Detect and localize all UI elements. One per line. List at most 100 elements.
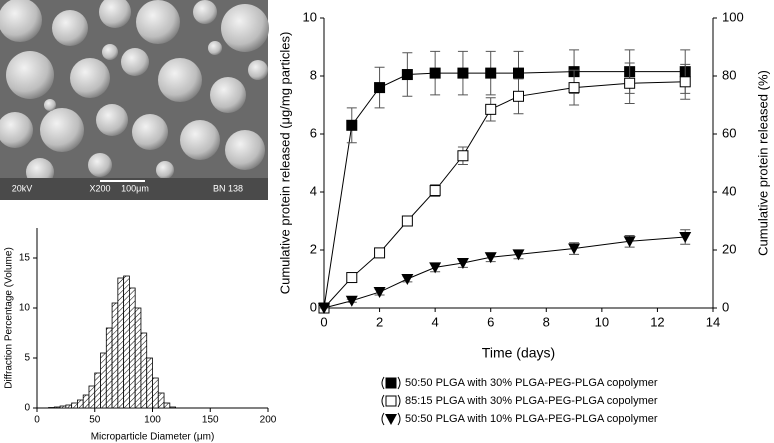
histogram-bar: [71, 402, 78, 409]
histogram-bar: [59, 405, 67, 409]
y-tick-label: 10: [19, 303, 31, 314]
x-tick-label: 4: [432, 314, 439, 329]
marker: [485, 67, 497, 79]
marker: [513, 67, 524, 79]
marker: [346, 272, 358, 284]
x-tick-label: 200: [260, 415, 277, 426]
histogram-bar: [134, 307, 142, 409]
marker: [401, 215, 413, 227]
marker: [401, 274, 414, 285]
legend-label: 50:50 PLGA with 10% PLGA-PEG-PLGA copoly…: [405, 413, 658, 425]
sem-image: [0, 0, 269, 200]
marker: [568, 243, 581, 255]
marker: [318, 303, 330, 314]
histogram-bar: [163, 402, 171, 409]
histogram-bar: [53, 406, 61, 409]
histogram-bar: [111, 302, 119, 409]
histogram-bar: [117, 277, 125, 409]
marker: [512, 249, 525, 261]
marker: [401, 69, 413, 81]
y2-tick-label: 40: [722, 183, 736, 198]
y2-tick-label: 60: [722, 125, 736, 140]
sem-label: BN 138: [213, 183, 243, 193]
histogram-bar: [128, 287, 136, 409]
marker: [624, 77, 636, 89]
legend-label: 50:50 PLGA with 30% PLGA-PEG-PLGA copoly…: [405, 377, 658, 389]
x-tick-label: 12: [650, 314, 664, 329]
y2-tick-label: 80: [722, 67, 736, 82]
marker: [623, 236, 636, 248]
histogram-bar: [123, 275, 130, 409]
y2-axis-label: Cumulative protein released (%): [755, 70, 770, 256]
x-tick-label: 50: [89, 415, 101, 426]
x-tick-label: 0: [34, 415, 40, 426]
marker: [457, 150, 469, 162]
marker: [679, 231, 692, 243]
marker: [385, 395, 397, 407]
y-tick-label: 5: [24, 353, 30, 364]
histogram-bar: [169, 406, 176, 409]
series-line: [323, 81, 686, 309]
y-tick-label: 0: [24, 403, 30, 414]
marker: [385, 414, 397, 425]
sem-label: 20kV: [12, 183, 33, 193]
histogram-bar: [157, 392, 165, 409]
histogram-bar: [88, 385, 96, 409]
legend-paren: [381, 412, 401, 426]
y-tick-label: 4: [310, 183, 317, 198]
histogram-bar: [94, 372, 101, 409]
histogram-bar: [82, 394, 90, 409]
marker: [345, 295, 358, 307]
marker: [456, 258, 469, 270]
histogram-bar: [140, 332, 148, 409]
sem-label: X200: [89, 183, 110, 193]
marker: [568, 82, 580, 94]
marker: [484, 252, 497, 264]
y-tick-label: 8: [310, 67, 317, 82]
marker: [374, 82, 386, 94]
x-tick-label: 14: [706, 314, 720, 329]
x-tick-label: 6: [487, 314, 494, 329]
marker: [485, 103, 497, 115]
y-tick-label: 0: [310, 299, 317, 314]
y-axis-label: Diffraction Percentage (Volume): [4, 247, 15, 389]
y-axis-label: Cumulative protein released (μg/mg parti…: [277, 32, 292, 295]
marker: [679, 76, 691, 88]
legend-paren: [381, 376, 401, 390]
histogram-bar: [146, 357, 153, 409]
marker: [374, 247, 386, 259]
y2-tick-label: 20: [722, 241, 736, 256]
y2-tick-label: 0: [722, 299, 729, 314]
x-tick-label: 2: [376, 314, 383, 329]
histogram-bar: [77, 399, 84, 409]
marker: [429, 67, 441, 79]
marker: [373, 287, 386, 299]
x-axis-label: Microparticle Diameter (μm): [91, 432, 215, 443]
y2-tick-label: 100: [722, 9, 744, 24]
marker: [513, 90, 524, 102]
histogram-bar: [100, 352, 107, 409]
y-tick-label: 15: [19, 253, 31, 264]
legend-paren: [381, 394, 401, 408]
y-tick-label: 2: [310, 241, 317, 256]
series-line: [323, 71, 686, 309]
y-tick-label: 6: [310, 125, 317, 140]
marker: [457, 67, 469, 79]
x-tick-label: 100: [144, 415, 161, 426]
x-tick-label: 150: [202, 415, 219, 426]
sem-label: 100μm: [121, 183, 149, 193]
x-tick-label: 10: [595, 314, 609, 329]
marker: [385, 377, 397, 389]
histogram-bar: [105, 327, 113, 409]
y-tick-label: 10: [303, 9, 317, 24]
histogram-bar: [48, 407, 55, 409]
legend-label: 85:15 PLGA with 30% PLGA-PEG-PLGA copoly…: [405, 395, 658, 407]
x-axis-label: Time (days): [482, 345, 555, 361]
histogram-bar: [65, 404, 73, 409]
x-tick-label: 0: [320, 314, 327, 329]
histogram-bar: [152, 377, 159, 409]
x-tick-label: 8: [543, 314, 550, 329]
marker: [346, 119, 358, 131]
marker: [429, 185, 441, 197]
